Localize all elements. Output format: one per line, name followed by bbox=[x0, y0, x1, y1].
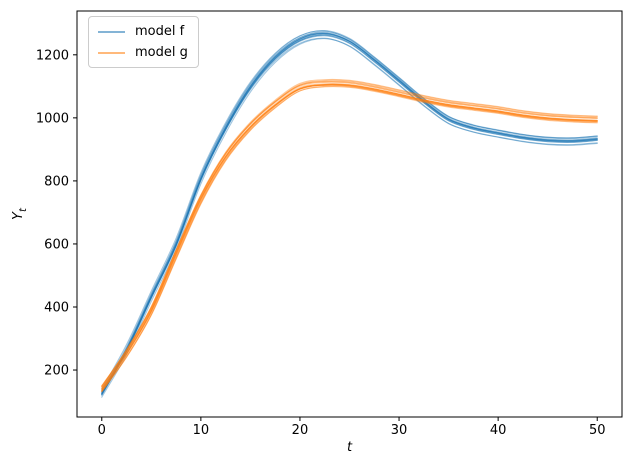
y-tick-label: 400 bbox=[44, 300, 69, 315]
legend: model f model g bbox=[88, 16, 199, 68]
series-strand-model-f bbox=[101, 34, 598, 396]
series-strand-model-g bbox=[101, 83, 598, 392]
series-strand-model-g bbox=[101, 85, 598, 393]
y-tick-label: 800 bbox=[44, 174, 69, 189]
legend-line-sample-model-g bbox=[98, 51, 125, 54]
series-strand-model-g bbox=[101, 85, 598, 393]
x-tick-label: 30 bbox=[391, 423, 408, 438]
legend-label-model-f: model f bbox=[135, 23, 185, 39]
legend-item-model-g: model g bbox=[98, 42, 188, 63]
y-tick-label: 200 bbox=[44, 364, 69, 379]
series-strand-model-f bbox=[101, 33, 598, 395]
series-strand-model-f bbox=[101, 38, 598, 398]
x-tick-label: 50 bbox=[589, 423, 606, 438]
legend-item-model-f: model f bbox=[98, 21, 188, 42]
y-tick-label: 1000 bbox=[36, 111, 69, 126]
series-strand-model-f bbox=[101, 32, 598, 394]
series-strand-model-f bbox=[101, 32, 598, 394]
series-strand-model-f bbox=[101, 37, 598, 396]
series-strand-model-g bbox=[101, 84, 598, 392]
x-tick-label: 10 bbox=[193, 423, 210, 438]
series-strand-model-g bbox=[101, 84, 598, 390]
series-strand-model-f bbox=[101, 32, 598, 393]
series-strand-model-f bbox=[101, 34, 598, 394]
series-strand-model-g bbox=[101, 81, 598, 387]
y-tick-label: 600 bbox=[44, 237, 69, 252]
series-strand-model-g bbox=[101, 78, 598, 388]
series-strand-model-f bbox=[101, 29, 598, 392]
series-strand-model-g bbox=[101, 83, 598, 392]
x-tick-label: 20 bbox=[292, 423, 309, 438]
y-tick-label: 1200 bbox=[36, 48, 69, 63]
legend-label-model-g: model g bbox=[135, 44, 188, 60]
series-strand-model-f bbox=[101, 32, 598, 396]
x-axis-label: t bbox=[346, 440, 353, 455]
series-strand-model-g bbox=[101, 84, 598, 391]
series-strand-model-g bbox=[101, 80, 598, 387]
series-strand-model-g bbox=[101, 80, 598, 389]
series-strand-model-g bbox=[101, 83, 598, 389]
legend-line-sample-model-f bbox=[98, 30, 125, 33]
series-strand-model-f bbox=[101, 33, 598, 396]
series-strand-model-f bbox=[101, 30, 598, 390]
series-strand-model-g bbox=[101, 79, 598, 387]
series-strand-model-g bbox=[101, 83, 598, 390]
y-axis-label: Yt bbox=[11, 208, 29, 220]
series-strand-model-f bbox=[101, 35, 598, 395]
x-tick-label: 40 bbox=[490, 423, 507, 438]
axes-frame bbox=[76, 10, 623, 418]
series-strand-model-f bbox=[101, 31, 598, 392]
x-tick-label: 0 bbox=[98, 423, 106, 438]
